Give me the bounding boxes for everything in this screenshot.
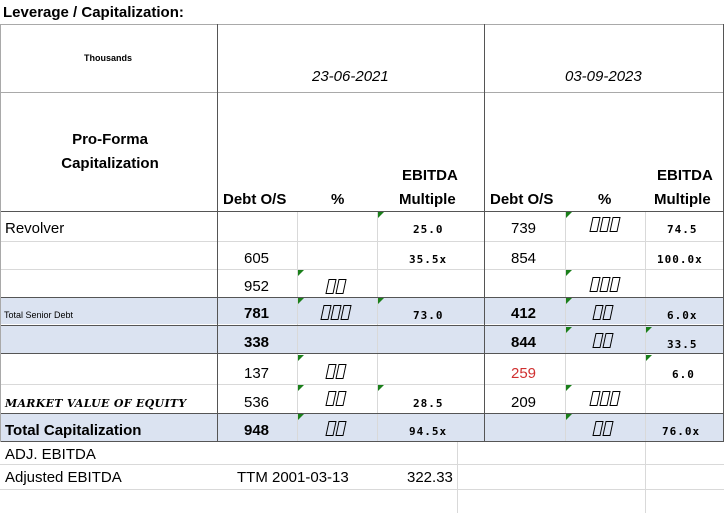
comment-marker-icon [378, 298, 384, 304]
cell-ebitda-2[interactable]: 100.0x [657, 253, 703, 266]
section-title-line2: Capitalization [61, 155, 159, 172]
cell-ebitda-1[interactable]: 25.0 [413, 223, 444, 236]
pct-glyph[interactable] [325, 391, 347, 406]
comment-marker-icon [566, 414, 572, 420]
cell-debt-1[interactable]: 781 [244, 305, 270, 322]
col-header-pct-1: % [331, 191, 345, 208]
units-label: Thousands [84, 53, 133, 63]
grid-line [457, 441, 458, 513]
pct-glyph[interactable] [325, 364, 347, 379]
comment-marker-icon [298, 385, 304, 391]
pct-glyph[interactable] [592, 421, 614, 436]
border-right [723, 24, 724, 442]
grid-line [0, 489, 724, 490]
comment-marker-icon [298, 298, 304, 304]
cell-ebitda-2[interactable]: 74.5 [667, 223, 698, 236]
comment-marker-icon [646, 327, 652, 333]
pct-glyph[interactable] [589, 277, 621, 292]
pct-glyph[interactable] [592, 333, 614, 348]
grid-line [0, 464, 724, 465]
col-header-debt-1: Debt O/S [223, 191, 287, 208]
comment-marker-icon [566, 298, 572, 304]
cell-ttm-date[interactable]: TTM 2001-03-13 [237, 469, 349, 486]
band-row-5 [0, 326, 724, 353]
border-header-bottom [0, 211, 724, 212]
col-header-multiple-1: Multiple [399, 191, 456, 208]
cell-debt-2[interactable]: 844 [511, 334, 537, 351]
grid-line [297, 212, 298, 442]
cell-debt-2[interactable]: 209 [511, 394, 537, 411]
border-row [0, 325, 724, 326]
border-top [0, 24, 724, 25]
border-row [0, 353, 724, 354]
comment-marker-icon [646, 355, 652, 361]
row-label-market-value-of-equity[interactable]: MARKET VALUE OF EQUITY [5, 397, 187, 410]
grid-line [565, 212, 566, 442]
pct-glyph[interactable] [592, 305, 614, 320]
grid-line [645, 212, 646, 513]
row-label-total-senior-debt[interactable]: Total Senior Debt [4, 310, 74, 320]
row-label-adj-ebitda[interactable]: ADJ. EBITDA [5, 446, 96, 463]
col-header-multiple-2: Multiple [654, 191, 711, 208]
cell-debt-1[interactable]: 338 [244, 334, 270, 351]
comment-marker-icon [378, 385, 384, 391]
cell-debt-2[interactable]: 412 [511, 305, 537, 322]
cell-ebitda-2[interactable]: 76.0x [662, 425, 701, 438]
col-header-pct-2: % [598, 191, 612, 208]
border-col [484, 24, 485, 442]
comment-marker-icon [378, 212, 384, 218]
cell-debt-1[interactable]: 605 [244, 250, 270, 267]
cell-debt-2[interactable]: 739 [511, 220, 537, 237]
comment-marker-icon [298, 355, 304, 361]
grid-line [0, 384, 724, 385]
pct-glyph[interactable] [589, 217, 621, 232]
col-header-ebitda-1: EBITDA [402, 167, 458, 184]
cell-ebitda-1[interactable]: 35.5x [409, 253, 448, 266]
grid-line [377, 212, 378, 442]
sheet-title: Leverage / Capitalization: [3, 4, 184, 21]
cell-debt-2[interactable]: 854 [511, 250, 537, 267]
comment-marker-icon [566, 270, 572, 276]
section-title: Pro-Forma [72, 131, 148, 148]
cell-debt-1[interactable]: 536 [244, 394, 270, 411]
grid-line [0, 241, 724, 242]
border-row [0, 441, 724, 442]
cell-ebitda-1[interactable]: 28.5 [413, 397, 444, 410]
cell-ebitda-1[interactable]: 94.5x [409, 425, 448, 438]
cell-ebitda-2[interactable]: 33.5 [667, 338, 698, 351]
cell-debt-1[interactable]: 948 [244, 422, 270, 439]
pct-glyph[interactable] [320, 305, 352, 320]
row-label-total-capitalization[interactable]: Total Capitalization [5, 422, 142, 439]
cell-debt-2-negative[interactable]: 259 [511, 365, 537, 382]
col-header-debt-2: Debt O/S [490, 191, 554, 208]
cell-debt-1[interactable]: 137 [244, 365, 270, 382]
comment-marker-icon [298, 270, 304, 276]
pct-glyph[interactable] [325, 421, 347, 436]
border-header [0, 92, 724, 93]
border-col [217, 24, 218, 442]
cell-debt-1[interactable]: 952 [244, 278, 270, 295]
cell-ebitda-1[interactable]: 73.0 [413, 309, 444, 322]
cell-ebitda-2[interactable]: 6.0 [672, 368, 695, 381]
border-row [0, 297, 724, 298]
row-label-adjusted-ebitda[interactable]: Adjusted EBITDA [5, 469, 122, 486]
band-total-capitalization [0, 414, 724, 441]
border-left [0, 24, 1, 442]
border-row [0, 413, 724, 414]
comment-marker-icon [566, 385, 572, 391]
comment-marker-icon [566, 327, 572, 333]
date-period-2: 03-09-2023 [565, 68, 642, 85]
col-header-ebitda-2: EBITDA [657, 167, 713, 184]
date-period-1: 23-06-2021 [312, 68, 389, 85]
grid-line [0, 269, 724, 270]
pct-glyph[interactable] [589, 391, 621, 406]
cell-ebitda-2[interactable]: 6.0x [667, 309, 698, 322]
pct-glyph[interactable] [325, 279, 347, 294]
comment-marker-icon [298, 414, 304, 420]
band-total-senior-debt [0, 298, 724, 324]
cell-adjusted-ebitda-value[interactable]: 322.33 [407, 469, 453, 486]
row-label-revolver[interactable]: Revolver [5, 220, 65, 237]
comment-marker-icon [566, 212, 572, 218]
